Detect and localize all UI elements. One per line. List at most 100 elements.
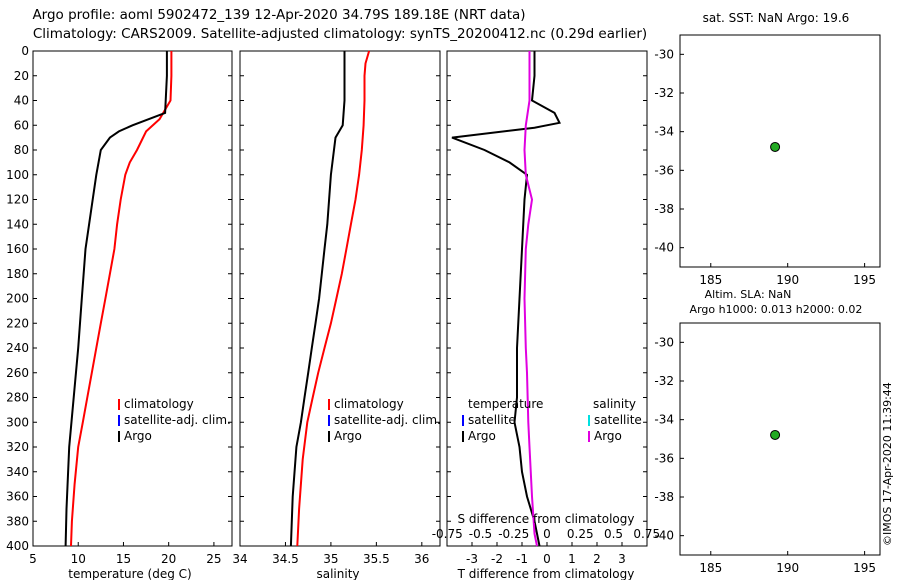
x-tick-label: 190 [776,561,799,575]
x-tick-label: 34.5 [272,552,299,566]
y-tick-label: 240 [6,341,29,355]
y-tick-label: 400 [6,539,29,553]
title-line-1: Argo profile: aoml 5902472_139 12-Apr-20… [32,7,525,23]
legend-t-argo-label: Argo [468,429,496,443]
y-tick-label: -30 [654,335,674,349]
y-tick-label: -38 [654,202,674,216]
y-tick-label: -34 [654,125,674,139]
credit-label: ©IMOS 17-Apr-2020 11:39:44 [881,382,894,546]
x-tick-label: 190 [776,273,799,287]
y-tick-label: -40 [654,241,674,255]
legend-t-satellite-label: satellite [468,413,516,427]
y-tick-label: 0 [21,44,29,58]
x-tick-label: 2 [593,552,601,566]
y-tick-label: -32 [654,86,674,100]
x-tick-label: 185 [699,561,722,575]
legend-argo-label: Argo [124,429,152,443]
x-tick-label: 35 [323,552,338,566]
x-tick-label: 20 [161,552,176,566]
legend-s-argo-label: Argo [594,429,622,443]
x-tick-label: 0 [543,552,551,566]
y-tick-label: 140 [6,217,29,231]
y-tick-label: -34 [654,413,674,427]
x-tick-label: -1 [516,552,528,566]
y-tick-label: -36 [654,163,674,177]
s-difference-tick-label: -0.5 [469,527,492,541]
salinity-legend: climatology satellite-adj. clim. Argo [328,397,441,443]
legend-salinity-head: salinity [593,397,636,411]
y-tick-label: 160 [6,242,29,256]
legend-satellite-adj-label: satellite-adj. clim. [334,413,441,427]
legend-climatology-label: climatology [124,397,194,411]
x-tick-label: 25 [206,552,221,566]
salinity-axes-frame [239,50,441,547]
title-line-2: Climatology: CARS2009. Satellite-adjuste… [33,26,647,42]
sla-map-frame [679,322,881,556]
y-tick-label: -32 [654,374,674,388]
y-tick-label: 20 [14,69,29,83]
y-tick-label: 180 [6,267,29,281]
series-line-climatology [70,51,173,547]
y-tick-label: 320 [6,440,29,454]
legend-climatology-label: climatology [334,397,404,411]
sst-map-frame [679,34,881,268]
x-tick-label: 195 [853,561,876,575]
x-tick-label: 35.5 [363,552,390,566]
difference-ticks: -3 -2 -1 0 1 2 3 [447,50,647,566]
y-tick-label: 280 [6,391,29,405]
y-tick-label: 100 [6,168,29,182]
y-tick-label: 40 [14,94,29,108]
s-difference-title: S difference from climatology [458,512,635,526]
temperature-panel: 5 10 15 20 25 0 20 40 60 80 100 120 140 160 180 200 220 2… [6,44,233,581]
x-tick-label: 34 [232,552,247,566]
temperature-lines [64,51,173,547]
temperature-ticks: 5 10 15 20 25 0 20 40 60 80 100 120 140 160 180 200 220 2… [6,44,232,566]
sla-map-panel: 185 190 195 -30 -32 -34 -36 -38 -40 [654,322,881,575]
h-label: Argo h1000: 0.013 h2000: 0.02 [690,303,863,316]
x-tick-label: 36 [414,552,429,566]
y-tick-label: -36 [654,451,674,465]
series-line-climatology [296,50,371,547]
salinity-lines [289,50,371,547]
s-difference-tick-label: 0.5 [604,527,623,541]
y-tick-label: 260 [6,366,29,380]
y-tick-label: 360 [6,490,29,504]
y-tick-label: -30 [654,47,674,61]
y-tick-label: -38 [654,490,674,504]
sst-map-panel: 185 190 195 -30 -32 -34 -36 -38 -40 [654,34,881,287]
difference-xlabel: T difference from climatology [457,567,635,580]
argo-position-marker [770,141,781,152]
argo-position-marker [770,429,781,440]
x-tick-label: 5 [29,552,37,566]
x-tick-label: -3 [466,552,478,566]
difference-lines [451,51,561,547]
s-difference-tick-label: -0.25 [498,527,529,541]
s-difference-tick-label: 0.25 [567,527,594,541]
s-difference-tick-label: 0.75 [633,527,660,541]
y-tick-label: 200 [6,292,29,306]
y-tick-label: 380 [6,514,29,528]
x-tick-label: 10 [71,552,86,566]
sla-map-ticks: 185 190 195 -30 -32 -34 -36 -38 -40 [654,335,876,575]
y-tick-label: 300 [6,415,29,429]
y-tick-label: 80 [14,143,29,157]
temperature-legend: climatology satellite-adj. clim. Argo [118,397,231,443]
difference-panel: -3 -2 -1 0 1 2 3 T difference from climatology… [432,50,660,581]
difference-legend: temperature satellite Argo salinity sate… [432,397,660,541]
legend-temperature-head: temperature [468,397,543,411]
sla-label: Altim. SLA: NaN [705,288,792,301]
x-tick-label: 1 [568,552,576,566]
s-difference-ticks: -0.75 -0.5 -0.25 0 0.25 0.5 0.75 [432,527,660,541]
y-tick-label: 60 [14,118,29,132]
sla-map-points [770,429,781,440]
y-tick-label: 120 [6,193,29,207]
legend-s-satellite-label: satellite [594,413,642,427]
y-tick-label: 340 [6,465,29,479]
temperature-xlabel: temperature (deg C) [68,567,191,580]
y-tick-label: -40 [654,529,674,543]
x-tick-label: 3 [618,552,626,566]
x-tick-label: 195 [853,273,876,287]
s-difference-tick-label: -0.75 [432,527,463,541]
series-line-argo [64,51,168,547]
